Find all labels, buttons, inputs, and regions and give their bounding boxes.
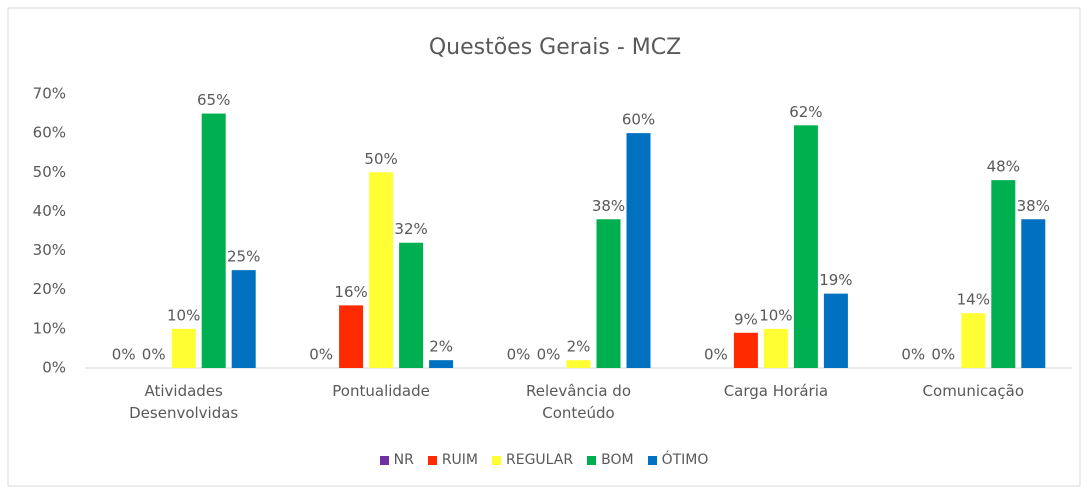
bar [339, 305, 364, 368]
data-label: 50% [364, 150, 397, 168]
bar [1021, 219, 1046, 368]
bar [231, 270, 256, 368]
data-label: 0% [901, 346, 925, 364]
legend: NR RUIM REGULAR BOM ÓTIMO [0, 452, 1088, 468]
x-tick-label-box: Carga Horária [723, 382, 829, 400]
legend-label: NR [393, 452, 414, 468]
data-label: 0% [142, 346, 166, 364]
data-label: 65% [197, 91, 230, 109]
y-tick-label: 60% [33, 124, 66, 142]
data-label: 10% [167, 306, 200, 324]
legend-swatch [647, 455, 657, 465]
legend-label: BOM [601, 452, 634, 468]
bar [793, 125, 818, 368]
y-tick-label: 40% [33, 202, 66, 220]
y-tick-label: 0% [42, 359, 66, 377]
x-tick-label: Atividades Desenvolvidas [129, 382, 239, 422]
x-tick-label-box: Comunicação [922, 382, 1025, 400]
data-label: 62% [789, 103, 822, 121]
data-label: 10% [759, 306, 792, 324]
data-label: 16% [334, 283, 367, 301]
data-label: 0% [309, 346, 333, 364]
legend-item: NR [379, 452, 414, 468]
y-tick-label: 10% [33, 319, 66, 337]
bar [626, 133, 651, 368]
bar [991, 180, 1016, 368]
chart-border [7, 7, 1081, 487]
bar [429, 360, 454, 368]
x-tick-label: Comunicação [922, 382, 1025, 400]
data-label: 0% [931, 346, 955, 364]
data-label: 0% [537, 346, 561, 364]
legend-label: ÓTIMO [661, 452, 709, 468]
legend-item: REGULAR [492, 452, 573, 468]
legend-swatch [492, 455, 501, 465]
legend-item: RUIM [427, 452, 478, 468]
legend-swatch [379, 455, 389, 465]
data-label: 32% [394, 220, 427, 238]
data-label: 48% [987, 158, 1020, 176]
data-label: 25% [227, 248, 260, 266]
bar [733, 332, 758, 368]
bar [823, 293, 848, 368]
x-tick-label-box: Atividades Desenvolvidas [129, 382, 239, 422]
y-tick-label: 30% [33, 241, 66, 259]
legend-swatch [587, 455, 597, 465]
bar [201, 113, 226, 368]
data-label: 9% [734, 310, 758, 328]
data-label: 14% [957, 291, 990, 309]
x-tick-label: Relevância do Conteúdo [525, 382, 632, 422]
legend-item: ÓTIMO [647, 452, 709, 468]
bar [596, 219, 621, 368]
data-label: 0% [704, 346, 728, 364]
data-label: 60% [622, 111, 655, 129]
legend-swatch [427, 455, 437, 465]
legend-label: RUIM [441, 452, 478, 468]
bar [369, 172, 394, 368]
bar [171, 328, 196, 368]
y-tick-label: 20% [33, 280, 66, 298]
legend-label: REGULAR [506, 452, 574, 468]
bar [566, 360, 591, 368]
data-label: 38% [592, 197, 625, 215]
data-label: 2% [429, 338, 453, 356]
y-tick-label: 70% [33, 85, 66, 103]
data-label: 2% [567, 338, 591, 356]
x-tick-label: Carga Horária [723, 382, 829, 400]
y-tick-label: 50% [33, 163, 66, 181]
bar [399, 242, 424, 368]
data-label: 0% [112, 346, 136, 364]
x-tick-label-box: Relevância do Conteúdo [525, 382, 632, 422]
data-label: 19% [819, 271, 852, 289]
x-tick-label: Pontualidade [332, 382, 430, 400]
chart-title: Questões Gerais - MCZ [429, 35, 681, 60]
data-label: 38% [1017, 197, 1050, 215]
bar [763, 328, 788, 368]
data-label: 0% [507, 346, 531, 364]
bar [961, 313, 986, 368]
legend-item: BOM [587, 452, 634, 468]
x-tick-label-box: Pontualidade [332, 382, 430, 400]
